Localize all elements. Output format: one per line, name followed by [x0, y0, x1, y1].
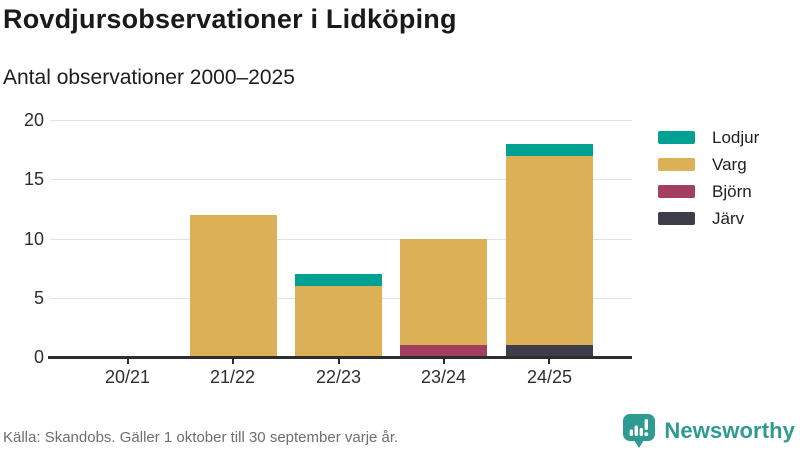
bar-segment-varg-23-24 — [400, 238, 487, 346]
y-axis-tick-label-0: 0 — [33, 347, 44, 367]
bar-21-22 — [190, 214, 277, 357]
x-axis-tick-22-23 — [338, 356, 340, 364]
x-axis-label-23-24: 23/24 — [420, 367, 467, 387]
legend-item-lodjur: Lodjur — [658, 124, 759, 151]
bar-segment-varg-22-23 — [295, 285, 382, 357]
legend-label-bjorn: Björn — [712, 181, 752, 201]
legend-swatch-varg — [658, 158, 695, 171]
legend-swatch-jarv — [658, 212, 695, 225]
newsworthy-logo: Newsworthy — [622, 413, 795, 449]
y-axis-tick-label-20: 20 — [23, 110, 44, 130]
y-axis-tick-label-15: 15 — [23, 169, 44, 189]
legend-swatch-bjorn — [658, 185, 695, 198]
legend-item-varg: Varg — [658, 151, 759, 178]
bar-segment-lodjur-22-23 — [295, 274, 382, 286]
bar-23-24 — [400, 238, 487, 357]
legend-label-lodjur: Lodjur — [712, 127, 760, 147]
x-axis-tick-24-25 — [548, 356, 550, 364]
bar-segment-jarv-24-25 — [506, 345, 593, 357]
y-axis-tick-label-5: 5 — [33, 288, 44, 308]
source-note: Källa: Skandobs. Gäller 1 oktober till 3… — [3, 429, 399, 446]
newsworthy-wordmark: Newsworthy — [664, 418, 795, 443]
legend: Lodjur Varg Björn Järv — [658, 124, 759, 232]
bar-22-23 — [295, 274, 382, 357]
legend-swatch-lodjur — [658, 131, 695, 144]
bar-segment-bjorn-23-24 — [400, 345, 487, 357]
x-axis-tick-20-21 — [127, 356, 129, 364]
gridline-y15 — [50, 179, 632, 180]
x-axis-tick-21-22 — [232, 356, 234, 364]
newsworthy-bubble-chart-icon — [623, 414, 656, 448]
x-axis-label-24-25: 24/25 — [526, 367, 573, 387]
x-axis-tick-23-24 — [443, 356, 445, 364]
legend-item-bjorn: Björn — [658, 178, 759, 205]
x-axis-label-22-23: 22/23 — [315, 367, 362, 387]
bar-segment-varg-21-22 — [190, 214, 277, 357]
x-axis-label-21-22: 21/22 — [209, 367, 256, 387]
gridline-y20 — [50, 120, 632, 121]
legend-item-jarv: Järv — [658, 205, 759, 232]
bar-24-25 — [506, 143, 593, 357]
chart-title: Rovdjursobservationer i Lidköping — [3, 4, 457, 34]
bar-segment-lodjur-24-25 — [506, 143, 593, 156]
plot-area: 0 5 10 15 20 20/21 21/22 22/23 23/24 24/25 — [23, 110, 632, 387]
bar-segment-varg-24-25 — [506, 155, 593, 346]
gridline-y10 — [50, 239, 632, 240]
legend-label-jarv: Järv — [712, 208, 745, 228]
y-axis-tick-label-10: 10 — [23, 229, 44, 249]
x-axis-baseline — [48, 356, 632, 359]
legend-label-varg: Varg — [712, 154, 747, 174]
x-axis-label-20-21: 20/21 — [104, 367, 151, 387]
chart-subtitle: Antal observationer 2000–2025 — [3, 66, 295, 89]
